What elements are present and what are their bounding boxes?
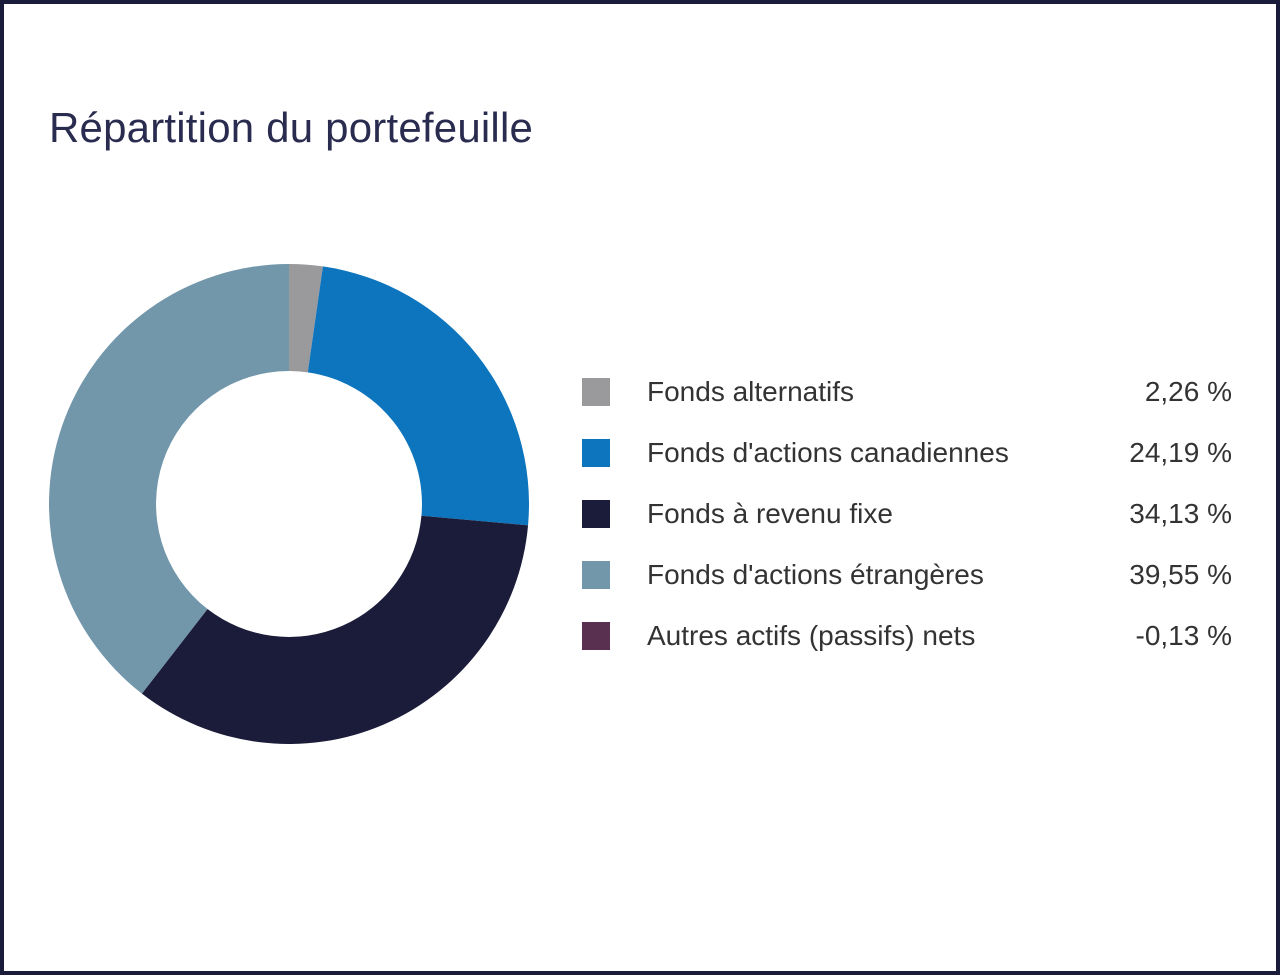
legend-value: 2,26 % — [1144, 375, 1232, 407]
legend-label: Fonds alternatifs — [647, 375, 854, 407]
legend-item: Fonds d'actions étrangères 39,55 % — [582, 544, 1232, 605]
legend-color-swatch — [582, 377, 610, 406]
legend-color-swatch — [582, 499, 610, 528]
legend-color-swatch — [582, 621, 610, 650]
legend-item: Autres actifs (passifs) nets -0,13 % — [582, 605, 1232, 666]
donut-slice — [289, 264, 323, 373]
chart-legend: Fonds alternatifs 2,26 % Fonds d'actions… — [582, 361, 1232, 666]
legend-item: Fonds alternatifs 2,26 % — [582, 361, 1232, 422]
legend-item: Fonds à revenu fixe 34,13 % — [582, 483, 1232, 544]
legend-label: Autres actifs (passifs) nets — [647, 619, 976, 651]
legend-color-swatch — [582, 438, 610, 467]
legend-value: 34,13 % — [1129, 497, 1232, 529]
page-title: Répartition du portefeuille — [49, 104, 534, 151]
legend-label: Fonds d'actions étrangères — [647, 558, 984, 590]
legend-color-swatch — [582, 560, 610, 589]
donut-chart — [49, 264, 529, 744]
legend-label: Fonds d'actions canadiennes — [647, 436, 1009, 468]
legend-value: -0,13 % — [1135, 619, 1233, 651]
legend-value: 24,19 % — [1129, 436, 1232, 468]
legend-item: Fonds d'actions canadiennes 24,19 % — [582, 422, 1232, 483]
legend-label: Fonds à revenu fixe — [647, 497, 893, 529]
donut-slice — [307, 266, 529, 526]
donut-slice — [141, 515, 529, 744]
donut-slice — [49, 264, 289, 694]
legend-value: 39,55 % — [1129, 558, 1232, 590]
